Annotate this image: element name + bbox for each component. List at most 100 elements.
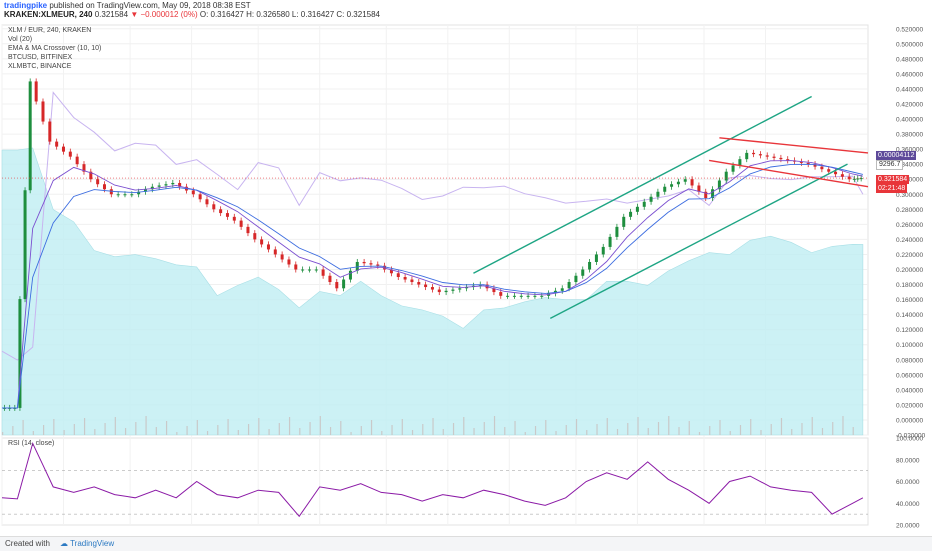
candle-body xyxy=(458,288,462,290)
author-link[interactable]: tradingpike xyxy=(4,1,48,10)
y-tick-label: 0.260000 xyxy=(896,222,923,229)
y-tick-label: 0.180000 xyxy=(896,282,923,289)
volume-bar xyxy=(432,418,434,435)
y-tick-label: 0.020000 xyxy=(896,402,923,409)
candle-body xyxy=(786,159,790,161)
volume-bar xyxy=(237,430,239,435)
candle-body xyxy=(246,226,250,234)
candle-body xyxy=(430,287,434,290)
candle-body xyxy=(23,190,27,300)
candle-body xyxy=(567,282,571,289)
candle-body xyxy=(588,261,592,270)
volume-bar xyxy=(360,426,362,435)
candle-body xyxy=(266,244,270,250)
volume-bar xyxy=(698,432,701,435)
volume-bar xyxy=(852,427,854,435)
chart-legend: XLM / EUR, 240, KRAKEN Vol (20) EMA & MA… xyxy=(8,26,101,71)
candle-body xyxy=(526,295,530,297)
volume-bar xyxy=(299,428,301,435)
volume-bar xyxy=(278,423,280,435)
chart-area: 0.520000 0.500000 0.480000 0.460000 0.440000… xyxy=(0,20,932,546)
y-tick-label: -0.020000 xyxy=(896,433,926,440)
y-tick-label: 0.340000 xyxy=(896,162,923,169)
rsi-tick-label: 20.0000 xyxy=(896,523,920,530)
y-tick-label: 0.300000 xyxy=(896,192,923,199)
candle-body xyxy=(171,182,175,185)
volume-bar xyxy=(227,419,229,435)
y-tick-label: 0.360000 xyxy=(896,147,923,154)
footer: Created with ☁ TradingView xyxy=(0,536,932,551)
legend-xlmbtc: XLMBTC, BINANCE xyxy=(8,63,72,70)
candle-body xyxy=(48,121,52,142)
created-with: Created with xyxy=(5,539,50,548)
candle-body xyxy=(717,180,721,190)
volume-bar xyxy=(493,416,496,435)
candle-body xyxy=(758,154,762,156)
y-tick-label: 0.120000 xyxy=(896,327,923,334)
candle-body xyxy=(711,189,715,199)
volume-bar xyxy=(12,426,14,435)
candle-body xyxy=(608,236,612,247)
candle-body xyxy=(55,141,59,147)
candle-body xyxy=(28,81,32,191)
legend-ema: EMA & MA Crossover (10, 10) xyxy=(8,45,102,52)
candle-body xyxy=(806,162,810,165)
publish-line: tradingpike published on TradingView.com… xyxy=(4,1,251,11)
y-tick-label: 0.060000 xyxy=(896,372,923,379)
volume-bar xyxy=(124,428,127,435)
legend-btc: BTCUSD, BITFINEX xyxy=(8,54,73,61)
tag-xlmbtc: 0.00004112 xyxy=(876,151,917,160)
tradingview-link[interactable]: ☁ TradingView xyxy=(60,539,114,548)
candle-body xyxy=(328,275,332,283)
volume-bar xyxy=(842,416,844,435)
volume-bar xyxy=(483,422,485,435)
volume-bar xyxy=(452,423,455,435)
y-tick-label: 0.480000 xyxy=(896,56,923,63)
candle-body xyxy=(403,277,407,280)
y-tick-label: 0.520000 xyxy=(896,26,923,33)
volume-bar xyxy=(2,432,4,435)
volume-bar xyxy=(637,417,639,435)
candle-body xyxy=(376,264,380,266)
chart-svg: 0.520000 0.500000 0.480000 0.460000 0.440000… xyxy=(0,24,926,546)
y-tick-label: 0.160000 xyxy=(896,297,923,304)
green-channel-line xyxy=(549,163,848,320)
y-tick-label: 0.280000 xyxy=(896,207,923,214)
volume-bar xyxy=(647,428,649,435)
volume-bar xyxy=(791,429,793,435)
candle-body xyxy=(102,184,106,190)
candle-body xyxy=(676,181,680,185)
candle-body xyxy=(369,263,373,265)
rsi-line-series xyxy=(1,441,864,518)
cloud-icon: ☁ xyxy=(60,539,68,548)
candle-body xyxy=(506,295,510,297)
candle-body xyxy=(164,184,168,186)
red-channel-line xyxy=(719,137,869,154)
candle-body xyxy=(280,254,284,260)
volume-bar xyxy=(288,417,291,435)
header: tradingpike published on TradingView.com… xyxy=(0,0,932,20)
candle-body xyxy=(581,269,585,276)
candle-body xyxy=(68,151,72,157)
volume-bar xyxy=(73,424,75,435)
volume-bar xyxy=(534,426,537,435)
candle-body xyxy=(574,275,578,283)
volume-bar xyxy=(811,417,813,435)
volume-bar xyxy=(145,416,147,435)
volume-bar xyxy=(770,424,772,435)
publish-info: published on TradingView.com, May 09, 20… xyxy=(49,1,251,10)
candle-body xyxy=(670,184,674,187)
candle-body xyxy=(437,289,441,293)
volume-bar xyxy=(83,418,86,435)
y-tick-label: 0.000000 xyxy=(896,417,923,424)
volume-bar xyxy=(329,427,332,435)
tag-timer: 02:21:48 xyxy=(876,184,908,193)
candle-body xyxy=(75,156,79,165)
candle-body xyxy=(294,264,298,270)
candle-body xyxy=(232,216,236,221)
y-tick-label: 0.420000 xyxy=(896,101,923,108)
volume-bar xyxy=(678,427,680,435)
candle-body xyxy=(738,159,742,166)
legend-main: XLM / EUR, 240, KRAKEN xyxy=(8,27,92,34)
volume-bar xyxy=(258,418,260,435)
